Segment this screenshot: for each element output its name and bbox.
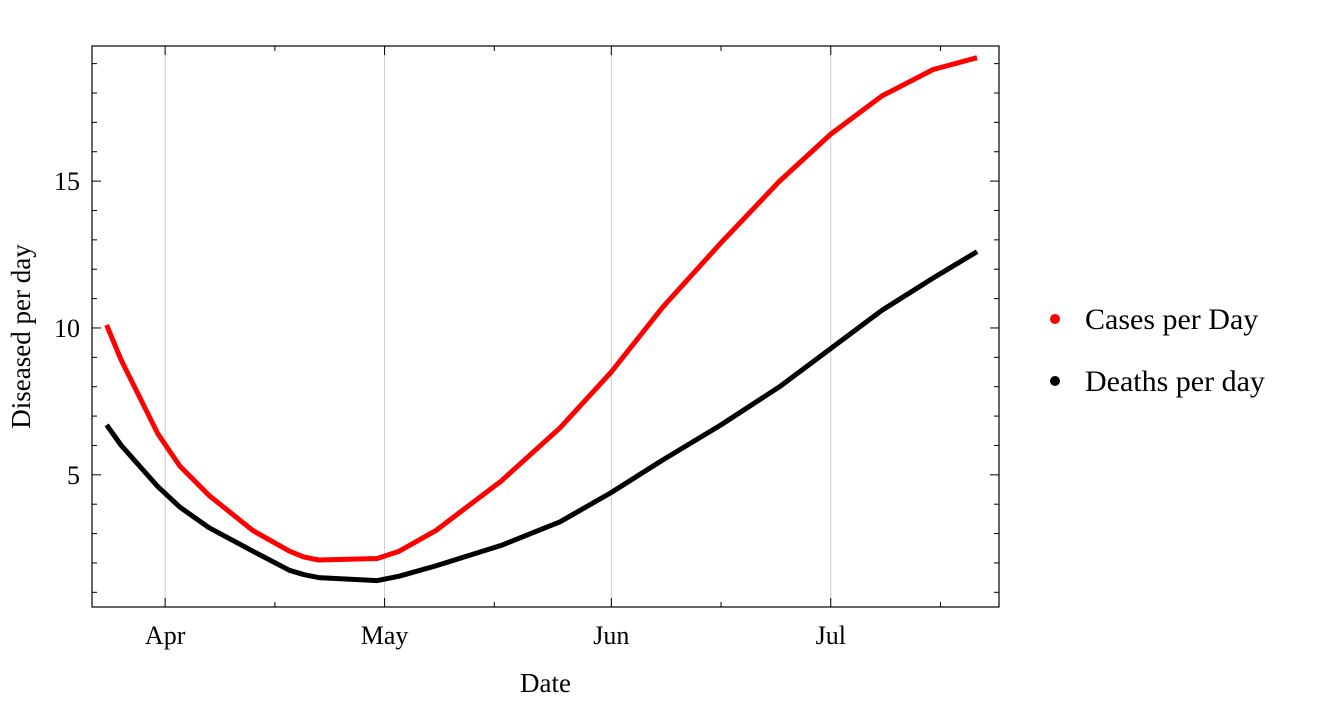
legend-marker-cases: [1050, 314, 1060, 324]
x-tick-label: Apr: [145, 621, 186, 650]
x-tick-label: Jul: [816, 621, 846, 650]
legend-marker-deaths: [1050, 376, 1060, 386]
tick-labels: Apr May Jun Jul 5 10 15: [54, 167, 846, 650]
y-tick-label: 15: [54, 167, 80, 196]
legend-label-cases: Cases per Day: [1085, 303, 1258, 336]
y-tick-label: 10: [54, 314, 80, 343]
grid-lines: [164, 46, 832, 607]
legend-item-deaths: Deaths per day: [1050, 365, 1265, 398]
legend-item-cases: Cases per Day: [1050, 303, 1258, 336]
y-axis-title: Diseased per day: [6, 244, 36, 429]
y-tick-label: 5: [67, 461, 80, 490]
axis-ticks: [92, 46, 999, 607]
series-line-1: [104, 249, 979, 584]
legend: Cases per Day Deaths per day: [1050, 303, 1265, 398]
x-tick-label: Jun: [593, 621, 629, 650]
series-lines: [104, 55, 979, 584]
plot-frame: [91, 45, 1000, 608]
x-axis-title: Date: [520, 668, 571, 698]
legend-label-deaths: Deaths per day: [1085, 365, 1265, 398]
x-tick-label: May: [361, 621, 409, 650]
series-line-0: [104, 55, 978, 563]
